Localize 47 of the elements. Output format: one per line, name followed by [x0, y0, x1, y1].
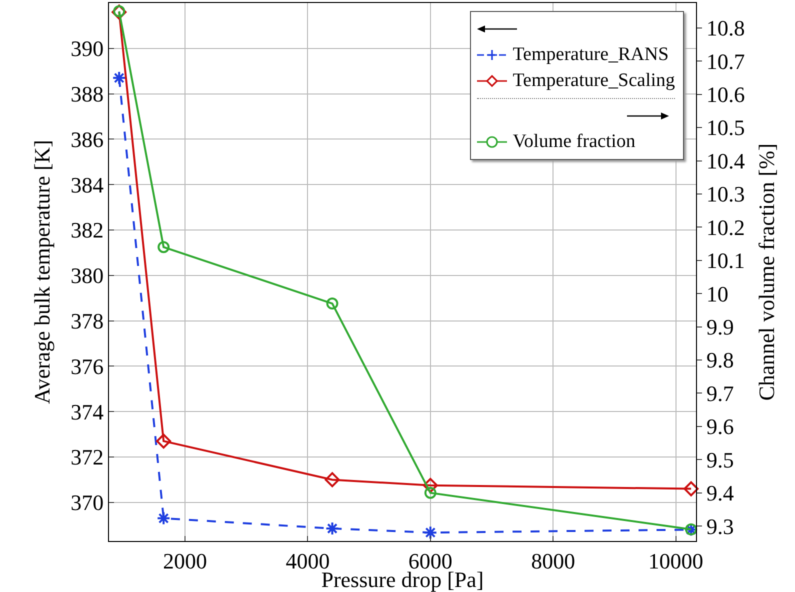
y2-tick-label: 9.4	[706, 480, 734, 506]
point	[422, 478, 438, 493]
y-tick-label: 374	[70, 399, 104, 424]
y2-tick-label: 10.8	[706, 16, 745, 41]
y-tick-label: 384	[70, 172, 104, 198]
y2-tick-label: 9.3	[706, 514, 734, 539]
y2-axis-title: Channel volume fraction [%]	[754, 143, 779, 401]
x-tick-label: 4000	[286, 548, 330, 574]
point	[325, 522, 340, 536]
legend-label: Temperature_Scaling	[512, 70, 675, 92]
y-tick-label: 390	[70, 36, 104, 62]
y2-tick-label: 10.4	[706, 148, 745, 174]
y2-tick-label: 9.5	[706, 447, 734, 472]
y2-tick-label: 10	[706, 281, 728, 306]
y-tick-label: 370	[70, 490, 104, 516]
legend-label: Temperature_RANS	[512, 44, 669, 66]
y-axis-title: Average bulk temperature [K]	[29, 140, 54, 404]
x-tick-label: 10000	[648, 548, 704, 574]
point	[424, 486, 436, 499]
point	[112, 70, 126, 85]
y-tick-label: 388	[70, 82, 104, 106]
y2-tick-label: 10.7	[706, 48, 745, 74]
y2-tick-label: 10.6	[706, 82, 745, 108]
point	[158, 241, 170, 254]
y-tick-label: 376	[70, 354, 104, 379]
y2-tick-label: 10.3	[706, 182, 745, 207]
point	[324, 472, 340, 488]
y-tick-label: 382	[70, 218, 104, 243]
y2-tick-label: 9.9	[706, 314, 734, 340]
y-tick-label: 372	[70, 444, 104, 470]
point	[326, 298, 338, 310]
point	[156, 434, 172, 449]
y2-tick-label: 10.2	[706, 214, 745, 240]
x-tick-label: 8000	[531, 548, 576, 574]
y2-tick-label: 9.6	[706, 414, 734, 440]
point	[423, 526, 438, 540]
y2-tick-label: 9.8	[706, 348, 734, 373]
point	[156, 511, 171, 526]
y-tick-label: 386	[70, 126, 104, 152]
y2-tick-label: 10.5	[706, 115, 745, 140]
y2-tick-label: 10.1	[706, 248, 745, 274]
x-tick-label: 2000	[163, 548, 208, 574]
y2-tick-label: 9.7	[706, 380, 734, 406]
legend-label: Volume fraction	[512, 131, 636, 153]
y-tick-label: 378	[70, 308, 104, 334]
point	[684, 481, 699, 496]
y-tick-label: 380	[70, 263, 104, 288]
